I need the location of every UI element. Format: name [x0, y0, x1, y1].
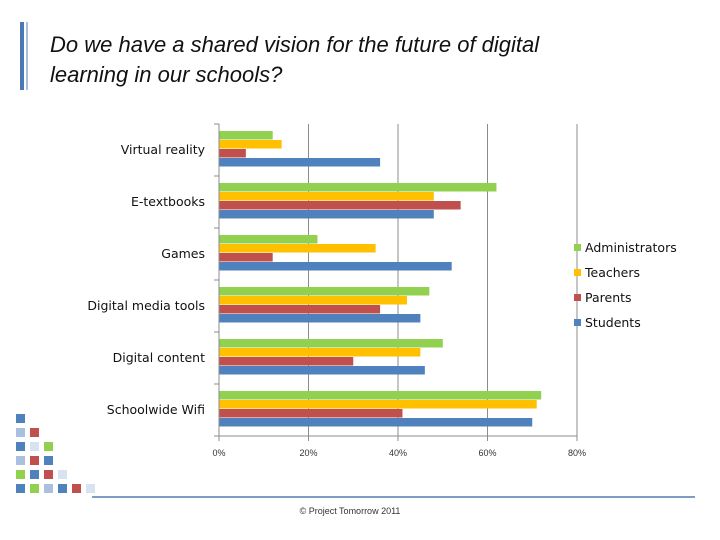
bar-parents [219, 409, 403, 418]
bar-students [219, 210, 434, 219]
decorative-square [30, 470, 39, 479]
category-label: Virtual reality [121, 142, 206, 157]
decorative-square [86, 484, 95, 493]
page-title: Do we have a shared vision for the futur… [50, 30, 690, 90]
bar-teachers [219, 140, 282, 149]
title-accent-bar-light [26, 22, 28, 90]
legend-label: Administrators [585, 240, 677, 255]
bar-administrators [219, 131, 273, 140]
category-label: Digital content [113, 350, 205, 365]
category-label: Games [161, 246, 205, 261]
decorative-square [72, 484, 81, 493]
legend-label: Students [585, 315, 641, 330]
decorative-square [16, 428, 25, 437]
decorative-square [16, 484, 25, 493]
x-tick-label: 0% [212, 448, 225, 458]
decorative-square [44, 456, 53, 465]
decorative-square [16, 414, 25, 423]
legend-swatch [574, 269, 581, 276]
title-accent-bar [20, 22, 24, 90]
bar-parents [219, 253, 273, 262]
bar-parents [219, 149, 246, 158]
decorative-square [44, 484, 53, 493]
decorative-square [44, 442, 53, 451]
legend-swatch [574, 319, 581, 326]
bar-teachers [219, 296, 407, 305]
bar-parents [219, 201, 461, 210]
decorative-square [30, 442, 39, 451]
decorative-square [16, 442, 25, 451]
decorative-square [30, 484, 39, 493]
x-tick-label: 40% [389, 448, 407, 458]
legend-swatch [574, 294, 581, 301]
decorative-square [58, 470, 67, 479]
legend-label: Parents [585, 290, 632, 305]
decorative-square [58, 484, 67, 493]
bar-teachers [219, 192, 434, 201]
bar-teachers [219, 348, 421, 357]
legend-label: Teachers [584, 265, 640, 280]
bar-teachers [219, 400, 537, 409]
category-label: Schoolwide Wifi [107, 402, 205, 417]
bar-parents [219, 305, 381, 314]
category-label: E-textbooks [131, 194, 205, 209]
bar-students [219, 158, 381, 167]
bar-administrators [219, 287, 430, 296]
bar-parents [219, 357, 354, 366]
title-line-1: Do we have a shared vision for the futur… [50, 32, 540, 57]
copyright-footer: © Project Tomorrow 2011 [299, 506, 401, 516]
decorative-square [30, 428, 39, 437]
bar-students [219, 418, 533, 427]
category-label: Digital media tools [87, 298, 205, 313]
legend-swatch [574, 244, 581, 251]
bar-teachers [219, 244, 376, 253]
decorative-square [16, 456, 25, 465]
x-tick-label: 20% [299, 448, 317, 458]
bar-students [219, 262, 452, 271]
bar-students [219, 314, 421, 323]
bar-administrators [219, 183, 497, 192]
bar-administrators [219, 339, 443, 348]
x-tick-label: 80% [568, 448, 586, 458]
decorative-square [16, 470, 25, 479]
bar-administrators [219, 391, 542, 400]
footer-divider [92, 496, 695, 498]
bar-students [219, 366, 425, 375]
x-tick-label: 60% [478, 448, 496, 458]
title-line-2: learning in our schools? [50, 62, 283, 87]
decorative-square [44, 470, 53, 479]
decorative-square [30, 456, 39, 465]
bar-administrators [219, 235, 318, 244]
